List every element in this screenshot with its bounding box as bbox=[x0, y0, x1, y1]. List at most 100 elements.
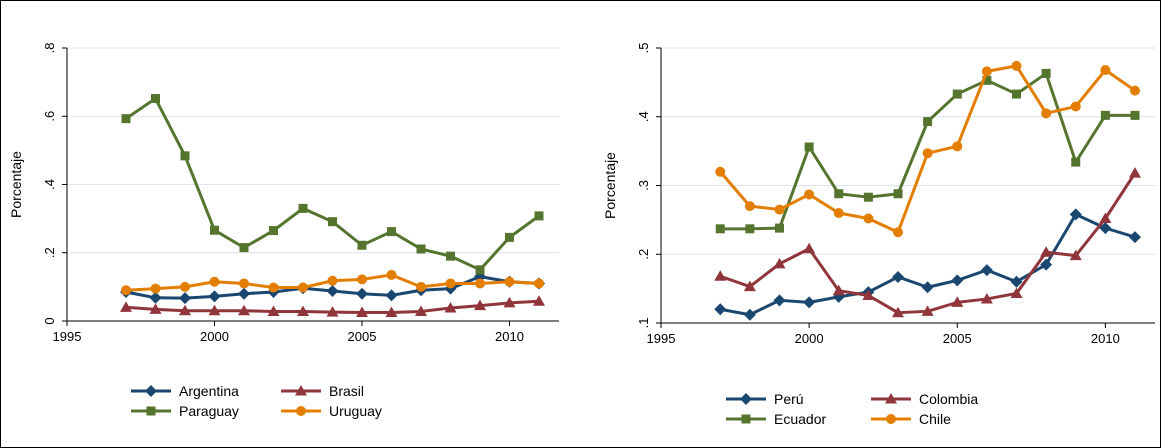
data-point bbox=[1071, 157, 1081, 167]
data-point bbox=[892, 270, 904, 283]
data-point bbox=[208, 304, 221, 316]
data-point bbox=[474, 299, 486, 311]
x-tick-label: 2010 bbox=[1091, 331, 1120, 346]
data-point bbox=[923, 117, 933, 127]
data-point bbox=[1129, 167, 1141, 178]
data-point bbox=[1041, 108, 1052, 119]
data-point bbox=[415, 305, 427, 316]
legend-label-ecuador: Ecuador bbox=[774, 411, 826, 427]
legend: Argentina Brasil Paraguay Uruguay bbox=[131, 383, 382, 419]
y-tick-label: .3 bbox=[636, 180, 651, 191]
data-point bbox=[267, 305, 280, 316]
data-point bbox=[893, 227, 903, 238]
data-point bbox=[239, 243, 249, 253]
data-point bbox=[1129, 231, 1141, 244]
data-point bbox=[1100, 65, 1111, 75]
data-point bbox=[951, 296, 964, 307]
data-point bbox=[1069, 249, 1082, 261]
x-tick-label: 2000 bbox=[200, 329, 229, 344]
data-point bbox=[328, 217, 337, 227]
data-point bbox=[774, 204, 785, 215]
data-point bbox=[208, 290, 221, 303]
data-point bbox=[356, 306, 368, 317]
legend-key-marker bbox=[886, 414, 896, 424]
data-point bbox=[269, 226, 278, 236]
data-point bbox=[1130, 85, 1140, 96]
data-point bbox=[832, 284, 845, 296]
legend-label-argentina: Argentina bbox=[179, 383, 239, 399]
data-point bbox=[833, 208, 844, 218]
data-point bbox=[179, 304, 191, 316]
data-point bbox=[1041, 68, 1051, 78]
y-tick-label: 0 bbox=[42, 317, 57, 324]
series-brasil bbox=[120, 295, 545, 317]
x-tick-label: 1995 bbox=[647, 331, 676, 346]
data-point bbox=[356, 287, 368, 300]
data-point bbox=[1099, 212, 1112, 223]
data-point bbox=[298, 203, 308, 213]
data-point bbox=[327, 275, 338, 286]
data-point bbox=[357, 240, 367, 250]
data-point bbox=[863, 192, 873, 202]
data-point bbox=[952, 89, 962, 99]
data-point bbox=[475, 278, 485, 289]
y-tick-label: .2 bbox=[636, 249, 651, 260]
x-tick-label: 2000 bbox=[795, 331, 824, 346]
legend-key-marker bbox=[145, 385, 157, 397]
x-tick-label: 2010 bbox=[495, 329, 524, 344]
data-point bbox=[386, 269, 397, 280]
data-point bbox=[298, 282, 308, 293]
data-point bbox=[534, 211, 544, 221]
data-point bbox=[714, 303, 727, 316]
data-point bbox=[863, 213, 874, 224]
data-point bbox=[804, 142, 814, 152]
plot-area bbox=[714, 60, 1141, 321]
data-point bbox=[1012, 89, 1021, 99]
data-point bbox=[1099, 222, 1112, 235]
y-tick-label: .5 bbox=[636, 43, 651, 54]
data-point bbox=[1040, 258, 1053, 271]
y-tick-label: .8 bbox=[42, 43, 57, 54]
x-tick-label: 2005 bbox=[943, 331, 972, 346]
data-point bbox=[714, 270, 727, 281]
legend-key-marker bbox=[296, 406, 306, 416]
data-point bbox=[505, 232, 514, 242]
legend-label-peru: Perú bbox=[774, 391, 804, 407]
data-point bbox=[179, 292, 191, 305]
data-point bbox=[120, 301, 132, 312]
data-point bbox=[980, 292, 993, 304]
series-paraguay bbox=[121, 94, 544, 275]
data-point bbox=[981, 66, 992, 77]
data-point bbox=[951, 274, 964, 287]
y-tick-label: .6 bbox=[42, 111, 57, 122]
data-point bbox=[892, 306, 904, 318]
legend-label-colombia: Colombia bbox=[919, 391, 978, 407]
data-point bbox=[268, 282, 279, 293]
data-point bbox=[444, 302, 457, 313]
data-point bbox=[121, 114, 131, 124]
y-axis-title: Porcentaje bbox=[8, 151, 24, 218]
data-point bbox=[297, 305, 309, 316]
legend-label-chile: Chile bbox=[919, 411, 951, 427]
data-point bbox=[504, 276, 515, 287]
data-point bbox=[1010, 275, 1023, 288]
legend-key-marker bbox=[146, 406, 156, 416]
data-point bbox=[180, 151, 190, 161]
data-point bbox=[744, 201, 755, 212]
series-uruguay bbox=[121, 269, 544, 296]
data-point bbox=[357, 274, 367, 285]
data-point bbox=[1100, 110, 1110, 120]
data-point bbox=[149, 291, 162, 304]
data-point bbox=[150, 283, 161, 294]
data-point bbox=[1010, 287, 1023, 298]
data-point bbox=[149, 303, 162, 314]
legend-key-marker bbox=[885, 393, 897, 404]
legend-key-marker bbox=[295, 385, 307, 396]
x-tick-label: 1995 bbox=[53, 329, 82, 344]
data-point bbox=[239, 278, 249, 289]
y-tick-label: .1 bbox=[636, 318, 651, 329]
legend: Perú Colombia Ecuador Chile bbox=[726, 391, 978, 427]
data-point bbox=[385, 306, 398, 317]
